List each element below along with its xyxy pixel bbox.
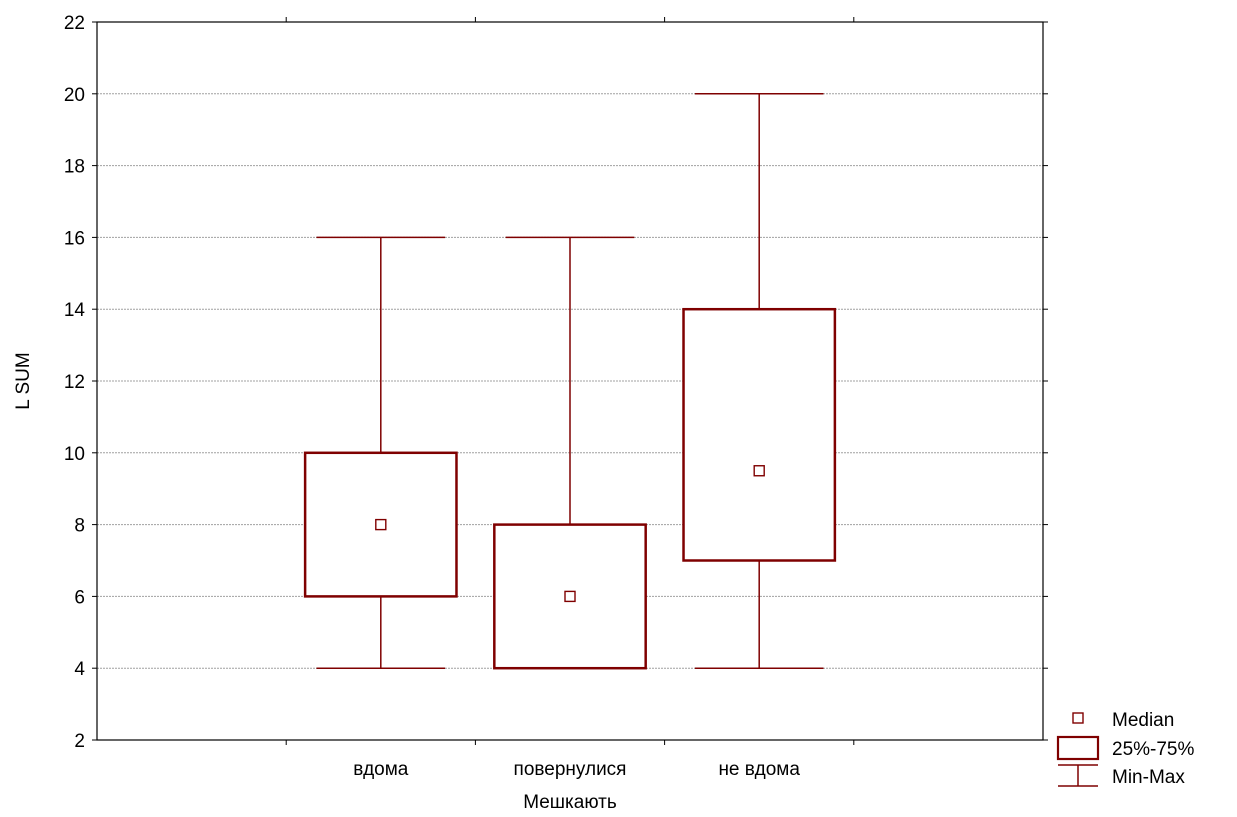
y-tick-label: 14 <box>64 300 86 321</box>
y-tick-label: 6 <box>74 587 85 608</box>
legend-median-symbol <box>1072 712 1084 724</box>
x-tick-label: не вдома <box>718 759 800 780</box>
boxes-layer <box>303 93 837 670</box>
y-tick-label: 12 <box>64 372 85 393</box>
legend: Median 25%-75% Min-Max <box>1056 710 1194 788</box>
median-marker <box>753 465 765 477</box>
y-tick-label: 22 <box>64 13 85 34</box>
median-marker <box>564 590 576 603</box>
box-group <box>303 236 458 669</box>
box-group <box>493 236 647 670</box>
box-iqr <box>682 307 837 562</box>
y-tick-label: 8 <box>74 516 85 537</box>
legend-label-box: 25%-75% <box>1112 739 1194 760</box>
y-tick-label: 10 <box>64 444 85 465</box>
y-tick-label: 18 <box>64 157 85 178</box>
y-tick-label: 2 <box>74 731 85 752</box>
x-axis-title: Мешкають <box>523 792 617 813</box>
box-group <box>682 93 837 669</box>
x-tick-label: вдома <box>353 759 409 780</box>
y-tick-label: 4 <box>74 659 85 680</box>
median-marker <box>375 518 387 531</box>
legend-label-median: Median <box>1112 710 1174 731</box>
axes-layer: 2 4 6 8 10 12 14 16 18 20 22 вдома повернулися не вдо… <box>64 13 1048 780</box>
legend-box-symbol <box>1056 735 1100 761</box>
y-tick-label: 20 <box>64 85 85 106</box>
legend-label-whisker: Min-Max <box>1112 767 1185 788</box>
x-tick-label: повернулися <box>514 759 627 780</box>
y-axis-title: L SUM <box>13 352 34 409</box>
y-tick-label: 16 <box>64 228 85 249</box>
